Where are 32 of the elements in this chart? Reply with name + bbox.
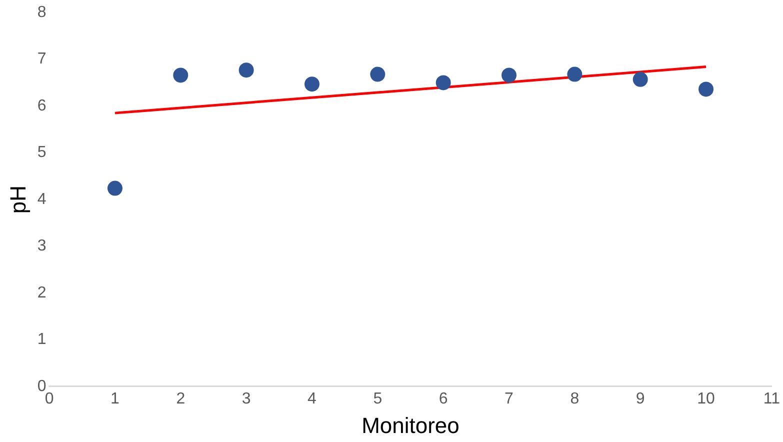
y-tick-label: 8	[37, 4, 46, 22]
y-tick-label: 2	[37, 284, 46, 302]
y-tick-label: 4	[37, 190, 46, 208]
y-tick-label: 1	[37, 331, 46, 348]
y-tick-label: 0	[37, 378, 46, 395]
point	[173, 68, 188, 83]
point	[436, 75, 451, 90]
x-tick-label: 10	[697, 390, 716, 408]
x-tick-label: 2	[176, 390, 186, 408]
x-tick-label: 1	[110, 390, 120, 408]
x-tick-label: 6	[438, 390, 448, 408]
y-tick-label: 5	[37, 144, 46, 162]
x-tick-label: 4	[308, 390, 317, 408]
point	[502, 68, 517, 83]
y-tick-label: 6	[37, 97, 46, 114]
point	[567, 66, 582, 82]
x-tick-label: 9	[636, 390, 645, 408]
x-tick-label: 5	[373, 390, 382, 408]
point	[698, 82, 714, 97]
point	[370, 66, 386, 82]
x-tick-label: 7	[504, 390, 514, 408]
point	[304, 76, 320, 92]
x-tick-label: 8	[570, 390, 580, 408]
x-axis-title: Monitoreo	[362, 412, 460, 438]
y-tick-label: 7	[37, 50, 46, 68]
point	[107, 180, 122, 196]
point	[238, 62, 254, 78]
x-tick-label: 11	[763, 390, 780, 408]
y-tick-label: 3	[37, 238, 46, 255]
x-tick-label: 3	[242, 390, 251, 408]
y-axis-title: pH	[5, 185, 30, 214]
point	[632, 72, 648, 87]
